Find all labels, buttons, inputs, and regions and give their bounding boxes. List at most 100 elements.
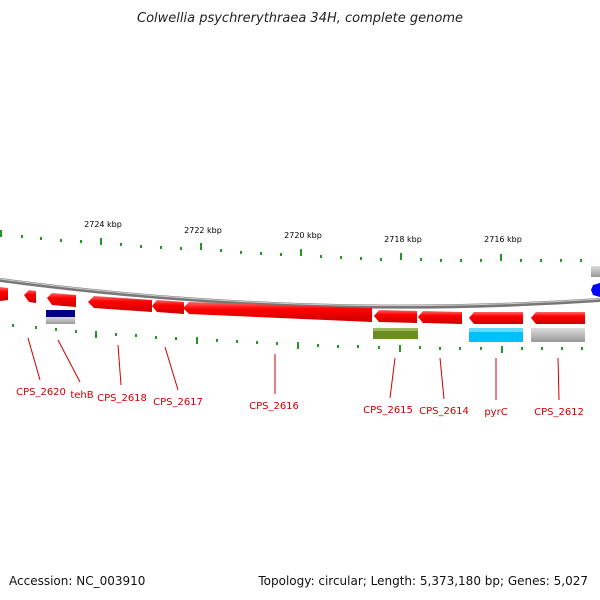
tick bbox=[300, 249, 302, 256]
tick bbox=[75, 330, 77, 333]
tick bbox=[276, 342, 278, 345]
tick bbox=[216, 339, 218, 342]
tick bbox=[439, 347, 441, 350]
upper-ticks bbox=[0, 230, 582, 262]
gene-arrow-CPS_2620[interactable] bbox=[24, 290, 36, 303]
scale-label-2718: 2718 kbp bbox=[384, 235, 422, 244]
gene-arrow-CPS_2614[interactable] bbox=[418, 311, 462, 324]
gene-label-CPS_2620[interactable]: CPS_2620 bbox=[16, 387, 66, 398]
gene-label-pyrC[interactable]: pyrC bbox=[484, 407, 507, 418]
gene-label-CPS_2616[interactable]: CPS_2616 bbox=[249, 401, 299, 412]
scale-label-2716: 2716 kbp bbox=[484, 235, 522, 244]
tick bbox=[80, 240, 82, 243]
tick bbox=[320, 255, 322, 258]
tick bbox=[240, 251, 242, 254]
tick bbox=[380, 258, 382, 261]
gene-label-CPS_2612[interactable]: CPS_2612 bbox=[534, 407, 584, 418]
gene-label-CPS_2614[interactable]: CPS_2614 bbox=[419, 406, 469, 417]
tick bbox=[236, 340, 238, 343]
gene-label-CPS_2617[interactable]: CPS_2617 bbox=[153, 397, 203, 408]
feature-bar-CPS_2612 bbox=[531, 328, 585, 342]
leader-CPS_2620 bbox=[27, 337, 41, 381]
tick bbox=[500, 254, 502, 261]
tick bbox=[440, 259, 442, 262]
gene-label-tehB[interactable]: tehB bbox=[70, 390, 93, 401]
tick bbox=[0, 230, 2, 237]
tick bbox=[280, 253, 282, 256]
edge-feature-grey bbox=[591, 266, 600, 277]
gene-arrow-left-edge bbox=[0, 287, 8, 301]
tick bbox=[60, 239, 62, 242]
tick bbox=[378, 346, 380, 349]
gene-labels: CPS_2620 tehB CPS_2618 CPS_2617 CPS_2616… bbox=[16, 387, 584, 418]
tick bbox=[400, 253, 402, 260]
feature-bar-tehB-shadow bbox=[46, 317, 75, 324]
tick bbox=[419, 346, 421, 349]
tick bbox=[12, 324, 14, 327]
genome-summary-text: Topology: circular; Length: 5,373,180 bp… bbox=[258, 574, 588, 588]
tick bbox=[220, 249, 222, 252]
feature-bar-CPS_2615 bbox=[373, 328, 418, 339]
tick bbox=[100, 238, 102, 245]
leader-CPS_2612 bbox=[557, 357, 560, 401]
tick bbox=[480, 347, 482, 350]
label-leader-lines bbox=[27, 337, 560, 401]
tick bbox=[200, 243, 202, 250]
edge-feature-blue bbox=[591, 283, 600, 297]
tick bbox=[420, 258, 422, 261]
tick bbox=[297, 342, 299, 349]
tick bbox=[196, 337, 198, 344]
feature-bars bbox=[46, 310, 585, 342]
feature-bar-CPS_2615-highlight bbox=[373, 328, 418, 331]
tick bbox=[480, 259, 482, 262]
tick bbox=[180, 247, 182, 250]
tick bbox=[115, 333, 117, 336]
tick bbox=[40, 237, 42, 240]
tick bbox=[35, 326, 37, 329]
accession-text: Accession: NC_003910 bbox=[9, 574, 146, 588]
tick bbox=[120, 243, 122, 246]
tick bbox=[317, 344, 319, 347]
tick bbox=[459, 347, 461, 350]
tick bbox=[399, 345, 401, 352]
tick bbox=[140, 245, 142, 248]
tick bbox=[256, 341, 258, 344]
tick bbox=[155, 336, 157, 339]
tick bbox=[135, 334, 137, 337]
gene-arrows bbox=[0, 287, 585, 324]
tick bbox=[541, 347, 543, 350]
tick bbox=[340, 256, 342, 259]
gene-arrow-CPS_2617[interactable] bbox=[152, 300, 184, 314]
leader-CPS_2617 bbox=[164, 346, 179, 391]
tick bbox=[55, 328, 57, 331]
tick bbox=[520, 259, 522, 262]
tick bbox=[460, 259, 462, 262]
gene-arrow-tehB[interactable] bbox=[47, 293, 76, 307]
tick bbox=[560, 259, 562, 262]
scale-label-2720: 2720 kbp bbox=[284, 231, 322, 240]
gene-arrow-CPS_2616[interactable] bbox=[183, 302, 372, 322]
gene-label-CPS_2615[interactable]: CPS_2615 bbox=[363, 405, 413, 416]
leader-CPS_2615 bbox=[389, 357, 396, 399]
feature-bar-tehB bbox=[46, 310, 75, 317]
leader-CPS_2618 bbox=[117, 344, 122, 386]
genome-title: Colwellia psychrerythraea 34H, complete … bbox=[137, 11, 463, 26]
gene-arrow-CPS_2615[interactable] bbox=[374, 310, 417, 323]
gene-arrow-pyrC[interactable] bbox=[469, 312, 523, 324]
tick bbox=[581, 347, 583, 350]
tick bbox=[540, 259, 542, 262]
gene-label-CPS_2618[interactable]: CPS_2618 bbox=[97, 393, 147, 404]
tick bbox=[337, 345, 339, 348]
tick bbox=[175, 337, 177, 340]
tick bbox=[260, 252, 262, 255]
tick bbox=[501, 346, 503, 353]
gene-arrow-CPS_2618[interactable] bbox=[88, 296, 152, 312]
genome-backbone bbox=[0, 278, 600, 309]
feature-bar-pyrC-highlight bbox=[469, 328, 523, 332]
lower-ticks bbox=[12, 324, 583, 353]
leader-tehB bbox=[57, 339, 81, 383]
tick bbox=[95, 331, 97, 338]
gene-arrow-CPS_2612[interactable] bbox=[531, 312, 585, 324]
tick bbox=[561, 347, 563, 350]
